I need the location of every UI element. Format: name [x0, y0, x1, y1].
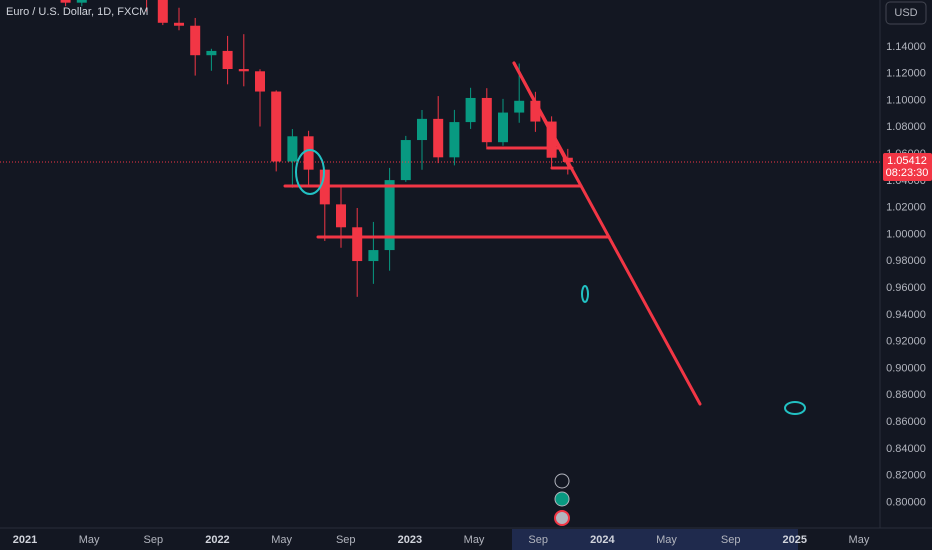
- candle-body: [449, 122, 460, 158]
- y-tick-label: 1.02000: [886, 202, 926, 214]
- y-tick-label: 1.10000: [886, 94, 926, 106]
- candle-body: [255, 71, 265, 92]
- candle-body: [336, 204, 346, 228]
- y-tick-label: 0.82000: [886, 470, 926, 482]
- candle-body: [368, 250, 379, 262]
- icon[interactable]: [554, 510, 570, 526]
- y-tick-label: 1.14000: [886, 41, 926, 53]
- x-tick-label: May: [849, 534, 870, 546]
- y-tick-label: 1.12000: [886, 68, 926, 80]
- countdown: 08:23:30: [886, 167, 929, 179]
- circle-drawings: [295, 149, 806, 415]
- candle-body: [498, 112, 508, 143]
- x-tick-label: 2024: [590, 534, 615, 546]
- y-tick-label: 0.98000: [886, 255, 926, 267]
- trend-line: [512, 61, 572, 170]
- x-tick-label: 2022: [205, 534, 229, 546]
- x-tick-label: May: [464, 534, 485, 546]
- circle: [784, 401, 806, 415]
- circle: [581, 285, 589, 303]
- y-tick-label: 1.00000: [886, 228, 926, 240]
- icon[interactable]: [554, 491, 570, 507]
- chart-title: Euro / U.S. Dollar, 1D, FXCM: [6, 6, 148, 18]
- candle-body: [60, 0, 71, 3]
- y-tick-label: 0.88000: [886, 389, 926, 401]
- candle-body: [238, 69, 249, 72]
- candle-body: [352, 227, 363, 262]
- x-tick-label: 2023: [398, 534, 422, 546]
- event-icons: [554, 473, 570, 526]
- x-tick-label: 2025: [783, 534, 807, 546]
- y-tick-label: 0.92000: [886, 336, 926, 348]
- candle-body: [206, 50, 217, 56]
- candle-body: [157, 0, 168, 23]
- x-tick-label: Sep: [721, 534, 741, 546]
- y-tick-label: 1.08000: [886, 121, 926, 133]
- currency[interactable]: USD: [894, 7, 917, 19]
- candles: [60, 0, 573, 297]
- candle-body: [465, 97, 476, 123]
- candle-body: [222, 50, 233, 70]
- y-tick-label: 0.84000: [886, 443, 926, 455]
- x-tick-label: May: [271, 534, 292, 546]
- candle-body: [174, 22, 184, 26]
- candle-body: [417, 118, 427, 141]
- drawings: [283, 61, 702, 406]
- icon[interactable]: [554, 473, 570, 489]
- y-tick-label: 0.94000: [886, 309, 926, 321]
- time-selection: [512, 529, 798, 550]
- circle: [295, 149, 325, 195]
- candle-body: [481, 97, 492, 143]
- candle-body: [303, 136, 314, 170]
- x-tick-label: May: [79, 534, 100, 546]
- last-price-label: 1.05412: [887, 155, 927, 167]
- candle-body: [530, 100, 541, 122]
- axes: 0.80000 0.82000 0.84000 0.86000 0.88000 0.900…: [0, 41, 932, 546]
- candle-body: [514, 100, 525, 113]
- candle-body: [76, 0, 87, 3]
- y-tick-label: 0.90000: [886, 362, 926, 374]
- x-tick-label: Sep: [144, 534, 164, 546]
- y-tick-label: 0.86000: [886, 416, 926, 428]
- candle-body: [384, 180, 395, 251]
- last-price-box: [883, 152, 932, 181]
- candle-body: [433, 118, 444, 158]
- candle-body: [271, 91, 282, 162]
- y-tick-label: 0.96000: [886, 282, 926, 294]
- x-tick-label: 2021: [13, 534, 37, 546]
- candle-body: [546, 121, 557, 158]
- x-tick-label: Sep: [528, 534, 548, 546]
- y-tick-label: 0.80000: [886, 496, 926, 508]
- x-tick-label: May: [656, 534, 677, 546]
- currency-button[interactable]: [885, 1, 927, 25]
- candle-body: [287, 136, 298, 162]
- candle-body: [190, 25, 201, 56]
- x-tick-label: Sep: [336, 534, 356, 546]
- candle-body: [400, 140, 411, 181]
